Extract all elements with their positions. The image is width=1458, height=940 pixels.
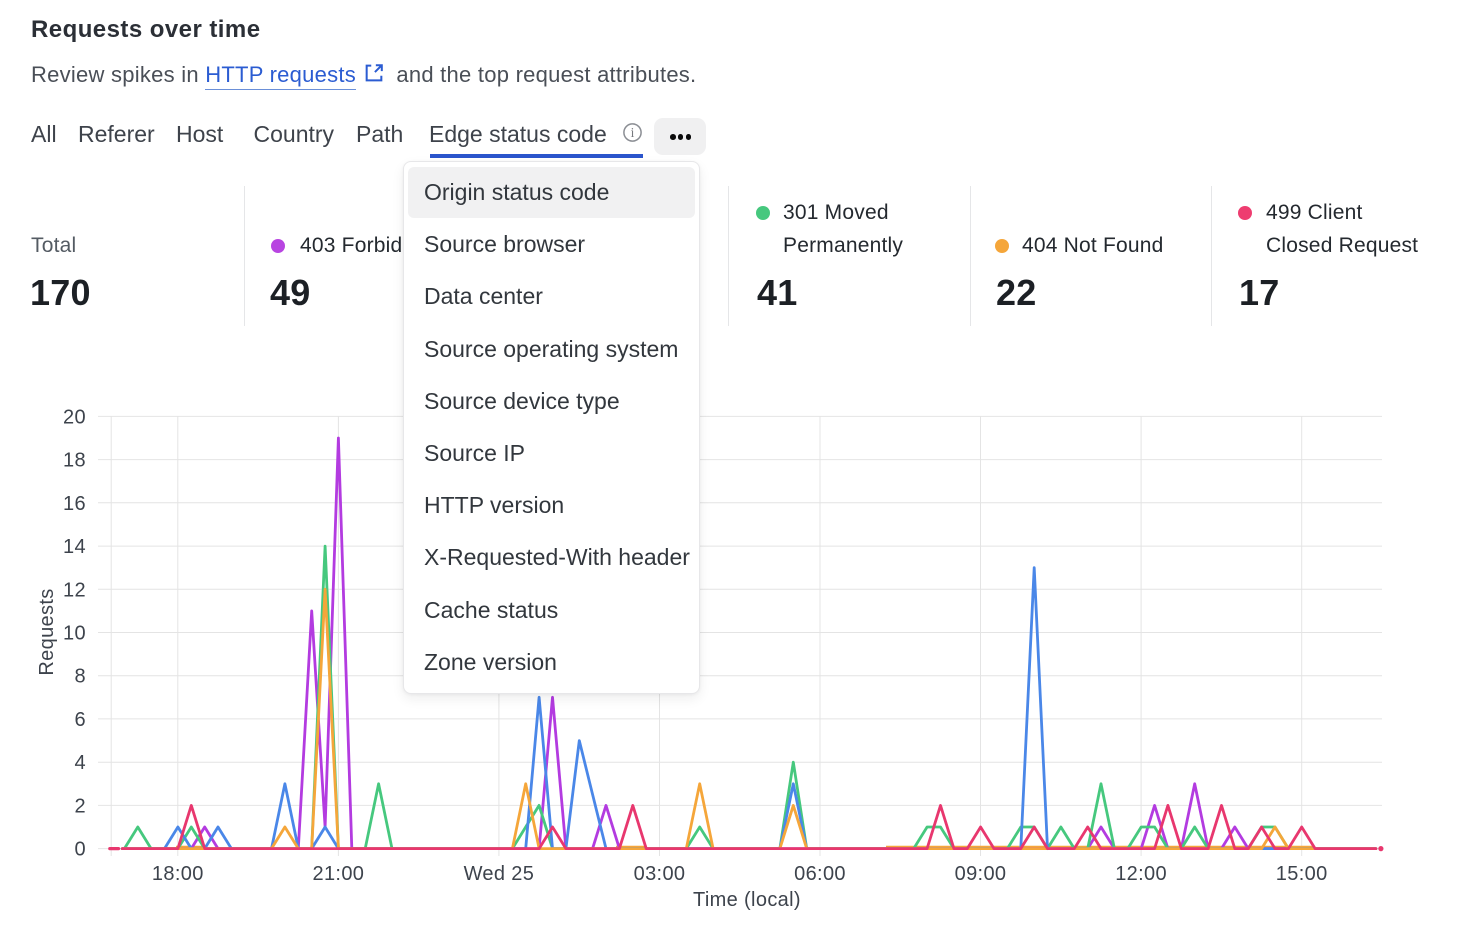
svg-text:18:00: 18:00 — [152, 863, 204, 885]
svg-text:15:00: 15:00 — [1276, 863, 1328, 885]
svg-text:21:00: 21:00 — [312, 863, 364, 885]
svg-text:06:00: 06:00 — [794, 863, 846, 885]
svg-text:2: 2 — [75, 795, 86, 817]
svg-text:12: 12 — [63, 579, 86, 601]
svg-text:03:00: 03:00 — [634, 863, 686, 885]
svg-text:6: 6 — [75, 709, 86, 731]
svg-text:10: 10 — [63, 623, 86, 645]
svg-text:i: i — [631, 125, 635, 140]
svg-text:16: 16 — [63, 493, 86, 515]
svg-text:Requests: Requests — [36, 588, 58, 675]
svg-text:12:00: 12:00 — [1115, 863, 1167, 885]
svg-text:18: 18 — [63, 450, 86, 472]
svg-text:0: 0 — [75, 839, 86, 861]
svg-text:20: 20 — [63, 406, 86, 428]
svg-text:14: 14 — [63, 536, 86, 558]
svg-text:Wed 25: Wed 25 — [464, 863, 535, 885]
svg-text:Time (local): Time (local) — [693, 889, 801, 911]
svg-text:09:00: 09:00 — [955, 863, 1007, 885]
svg-text:4: 4 — [75, 752, 86, 774]
svg-text:8: 8 — [75, 666, 86, 688]
